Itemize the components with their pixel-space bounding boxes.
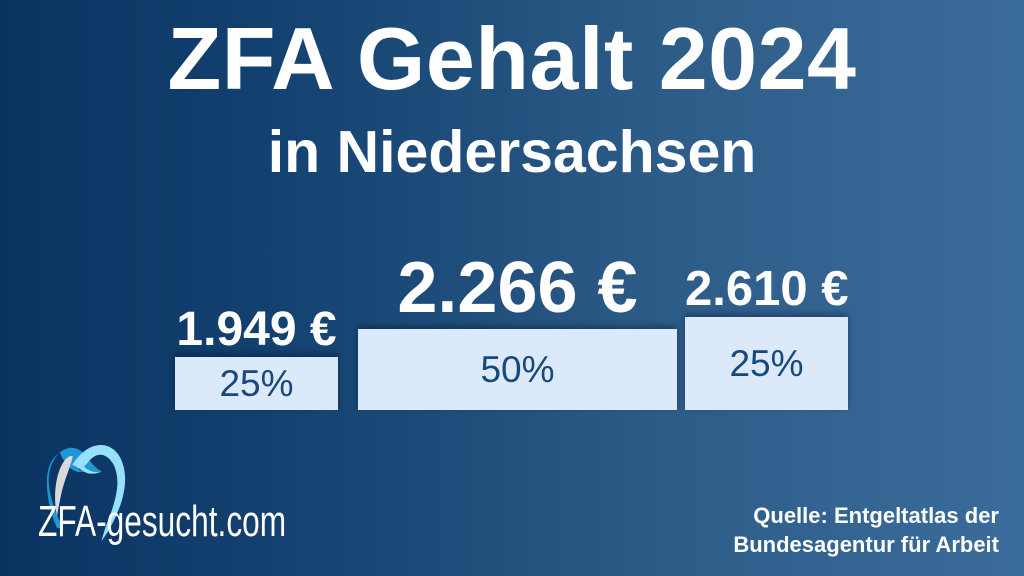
svg-text:ZFA-gesucht.com: ZFA-gesucht.com — [38, 497, 286, 546]
